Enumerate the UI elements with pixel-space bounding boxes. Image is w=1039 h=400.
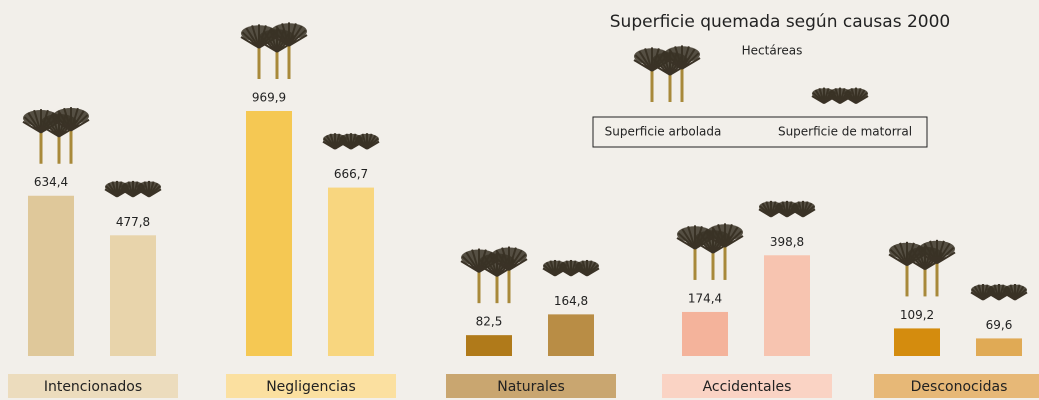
foliage [355, 133, 379, 145]
bar [466, 335, 512, 356]
foliage [575, 260, 599, 272]
bar [110, 235, 156, 356]
branch [724, 235, 744, 248]
branch [508, 258, 528, 271]
tree-icon [22, 107, 90, 164]
foliage [919, 240, 955, 257]
foliage [844, 88, 868, 99]
category-label: Naturales [497, 379, 565, 395]
branch [288, 34, 308, 47]
bar [682, 311, 728, 356]
shrub-icon [811, 87, 869, 105]
foliage [707, 224, 743, 241]
value-label: 477,8 [116, 215, 150, 229]
category-box [662, 374, 832, 398]
branch [586, 267, 600, 277]
foliage [791, 201, 815, 213]
legend-entry: Superficie arbolada [605, 125, 722, 139]
tree-icon [633, 45, 701, 102]
category-label: Accidentales [703, 379, 792, 395]
shrub-icon [758, 200, 816, 218]
value-label: 82,5 [476, 315, 503, 329]
shrub-icon [970, 284, 1028, 301]
foliage [271, 23, 307, 40]
bar [894, 328, 940, 356]
foliage [491, 247, 527, 264]
legend-entry: Superficie de matorral [778, 125, 912, 139]
shrub-icon [322, 133, 380, 150]
branch [1014, 291, 1028, 301]
shrub-icon [542, 259, 600, 277]
value-label: 634,4 [34, 175, 68, 189]
foliage [664, 46, 700, 63]
tree-icon [676, 223, 744, 280]
value-label: 666,7 [334, 167, 368, 181]
value-label: 164,8 [554, 294, 588, 308]
shrub-icon [104, 180, 162, 198]
branch [936, 251, 956, 265]
category-label: Intencionados [44, 379, 142, 395]
branch [855, 95, 869, 105]
bar [764, 255, 810, 356]
value-label: 174,4 [688, 291, 722, 305]
value-label: 69,6 [986, 318, 1013, 332]
category-label: Negligencias [266, 379, 356, 395]
foliage [53, 108, 89, 125]
tree-icon [240, 22, 308, 79]
value-label: 398,8 [770, 235, 804, 249]
category-label: Desconocidas [911, 379, 1008, 395]
tree-icon [888, 239, 956, 297]
branch [70, 118, 90, 132]
bar [328, 187, 374, 356]
category-box [446, 374, 616, 398]
branch [681, 57, 701, 70]
bar [28, 195, 74, 356]
chart-title: Superficie quemada según causas 2000 [610, 12, 950, 32]
category-box [226, 374, 396, 398]
branch [802, 208, 816, 218]
legend-box [592, 116, 928, 148]
bar [976, 338, 1022, 356]
chart-subtitle: Hectáreas [742, 44, 803, 58]
bar [246, 111, 292, 356]
branch [148, 188, 162, 198]
tree-icon [460, 246, 528, 304]
foliage [137, 181, 161, 193]
bar [548, 314, 594, 356]
category-box [874, 374, 1039, 398]
category-box [8, 374, 178, 398]
foliage [1003, 284, 1027, 296]
branch [366, 140, 380, 150]
value-label: 969,9 [252, 91, 286, 105]
value-label: 109,2 [900, 308, 934, 322]
